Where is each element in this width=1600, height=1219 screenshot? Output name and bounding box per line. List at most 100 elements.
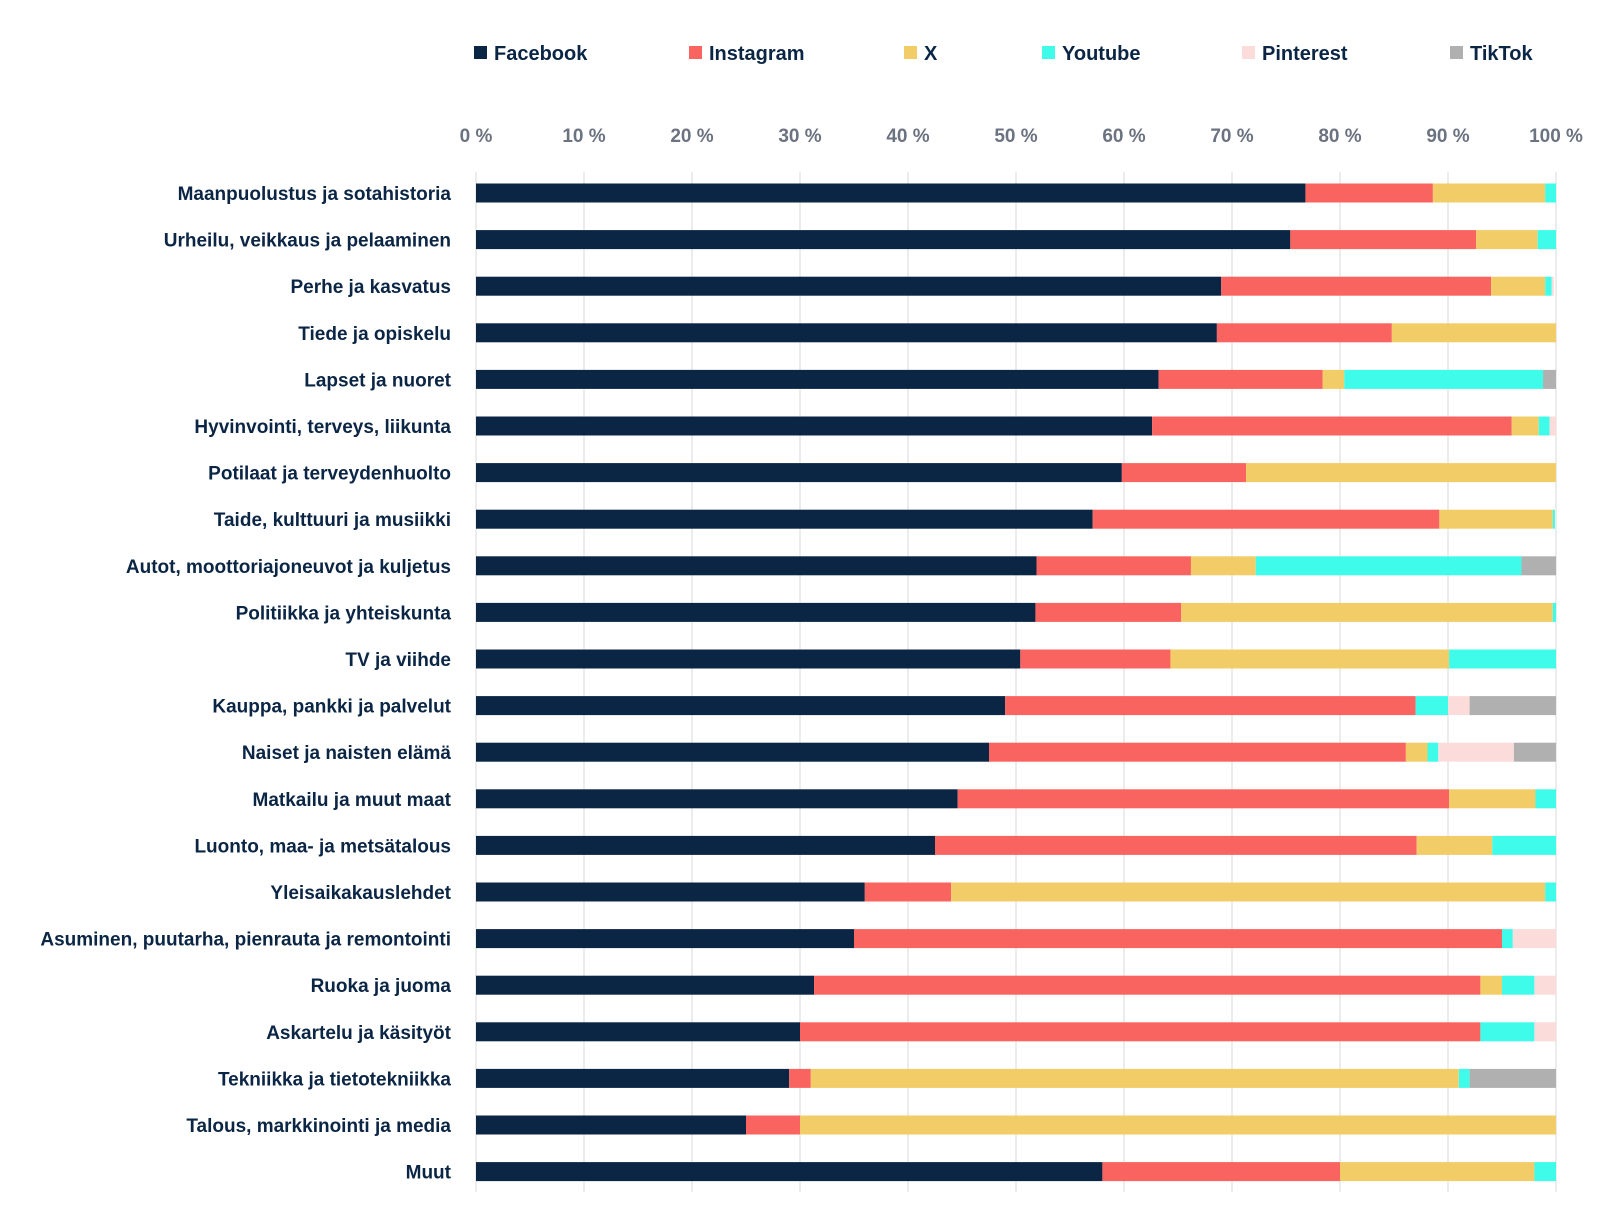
bar-segment-instagram <box>1216 323 1392 343</box>
x-tick-label: 10 % <box>562 126 605 147</box>
bar-segment-facebook <box>476 602 1036 622</box>
x-tick-label: 90 % <box>1426 126 1469 147</box>
x-tick-label: 70 % <box>1210 126 1253 147</box>
bar-segment-x <box>1405 742 1428 762</box>
category-label: Askartelu ja käsityöt <box>266 1023 451 1044</box>
category-label: Urheilu, veikkaus ja pelaaminen <box>164 231 451 252</box>
x-tick-label: 100 % <box>1529 126 1583 147</box>
bar-segment-facebook <box>476 696 1006 716</box>
bar-segment-instagram <box>1036 556 1191 576</box>
bar-segment-x <box>1491 276 1546 296</box>
bar-segment-facebook <box>476 649 1021 669</box>
category-labels: Maanpuolustus ja sotahistoria Urheilu, ve… <box>40 184 451 1184</box>
x-tick-label: 30 % <box>778 126 821 147</box>
bar-segment-facebook <box>476 929 854 949</box>
bar-segment-instagram <box>1005 696 1416 716</box>
bar-segment-youtube <box>1427 742 1439 762</box>
bar-segment-facebook <box>476 789 958 809</box>
bar-segment-x <box>1449 789 1536 809</box>
bar-segment-x <box>1439 509 1553 529</box>
bar-segment-instagram <box>800 1022 1481 1042</box>
bar-segment-youtube <box>1458 1068 1470 1088</box>
bar-segment-x <box>1432 183 1546 203</box>
legend-label-tiktok: TikTok <box>1470 43 1533 65</box>
bar-segment-instagram <box>814 975 1481 995</box>
bar-segment-youtube <box>1492 835 1556 855</box>
bar-segment-facebook <box>476 835 935 855</box>
bar-segment-facebook <box>476 276 1222 296</box>
bar-segment-youtube <box>1449 649 1556 669</box>
bar-segment-tiktok <box>1469 1068 1556 1088</box>
legend-swatch-pinterest <box>1242 46 1255 59</box>
bar-segment-tiktok <box>1469 696 1556 716</box>
bar-segment-youtube <box>1534 1162 1556 1182</box>
bar-segment-x <box>1416 835 1493 855</box>
bar-segment-youtube <box>1538 416 1550 436</box>
bar-segment-pinterest <box>1549 416 1556 436</box>
category-label: Matkailu ja muut maat <box>253 790 452 811</box>
bar-segment-youtube <box>1552 509 1555 529</box>
bar-segment-x <box>1322 369 1345 389</box>
bar-segment-x <box>951 882 1546 902</box>
bar-segment-facebook <box>476 183 1306 203</box>
x-tick-label: 60 % <box>1102 126 1145 147</box>
bar-segment-facebook <box>476 882 865 902</box>
bar-segment-facebook <box>476 509 1093 529</box>
bar-segment-tiktok <box>1521 556 1556 576</box>
x-tick-label: 80 % <box>1318 126 1361 147</box>
bar-segment-x <box>1480 975 1502 995</box>
bar-segment-instagram <box>864 882 952 902</box>
bar-segment-x <box>810 1068 1459 1088</box>
legend-swatch-youtube <box>1042 46 1055 59</box>
category-label: Talous, markkinointi ja media <box>186 1116 451 1137</box>
bar-segment-facebook <box>476 323 1217 343</box>
bar-segment-youtube <box>1552 602 1556 622</box>
bar-segment-x <box>1511 416 1539 436</box>
bar-segment-instagram <box>989 742 1406 762</box>
bar-segment-youtube <box>1255 556 1522 576</box>
bar-segment-tiktok <box>1543 369 1556 389</box>
bar-segment-youtube <box>1545 882 1556 902</box>
bar-segment-pinterest <box>1448 696 1470 716</box>
bar-segment-pinterest <box>1534 1022 1556 1042</box>
x-tick-label: 40 % <box>886 126 929 147</box>
category-label: Maanpuolustus ja sotahistoria <box>178 184 452 205</box>
bar-segment-x <box>1170 649 1450 669</box>
bar-segment-instagram <box>935 835 1417 855</box>
bar-segment-x <box>1340 1162 1535 1182</box>
bar-segment-x <box>1190 556 1256 576</box>
bar-segment-facebook <box>476 463 1122 483</box>
legend-label-youtube: Youtube <box>1062 43 1141 65</box>
bar-segment-youtube <box>1545 183 1556 203</box>
bar-segment-instagram <box>1221 276 1492 296</box>
category-label: Autot, moottoriajoneuvot ja kuljetus <box>126 557 451 578</box>
bar-segment-instagram <box>1092 509 1440 529</box>
category-label: Muut <box>406 1163 452 1184</box>
category-label: Asuminen, puutarha, pienrauta ja remonto… <box>40 930 451 951</box>
category-label: Luonto, maa- ja metsätalous <box>194 836 451 857</box>
legend-label-x: X <box>924 43 938 65</box>
bar-segment-instagram <box>1158 369 1323 389</box>
bar-segment-facebook <box>476 1115 746 1135</box>
bar-segment-x <box>1391 323 1556 343</box>
bar-segment-facebook <box>476 742 989 762</box>
category-label: Taide, kulttuuri ja musiikki <box>214 510 451 531</box>
category-label: Ruoka ja juoma <box>311 976 452 997</box>
bar-segment-x <box>800 1115 1556 1135</box>
bars <box>476 183 1556 1182</box>
bar-segment-facebook <box>476 1162 1103 1182</box>
bar-segment-instagram <box>1305 183 1433 203</box>
legend-label-pinterest: Pinterest <box>1262 43 1348 65</box>
bar-segment-instagram <box>1152 416 1512 436</box>
category-label: Perhe ja kasvatus <box>290 277 451 298</box>
bar-segment-facebook <box>476 230 1291 250</box>
bar-segment-x <box>1476 230 1538 250</box>
bar-segment-youtube <box>1535 789 1556 809</box>
bar-segment-tiktok <box>1513 742 1556 762</box>
category-label: Tiede ja opiskelu <box>298 324 451 345</box>
bar-segment-instagram <box>957 789 1450 809</box>
bar-segment-facebook <box>476 369 1159 389</box>
legend-swatch-instagram <box>689 46 702 59</box>
bar-segment-instagram <box>854 929 1502 949</box>
bar-segment-youtube <box>1480 1022 1535 1042</box>
